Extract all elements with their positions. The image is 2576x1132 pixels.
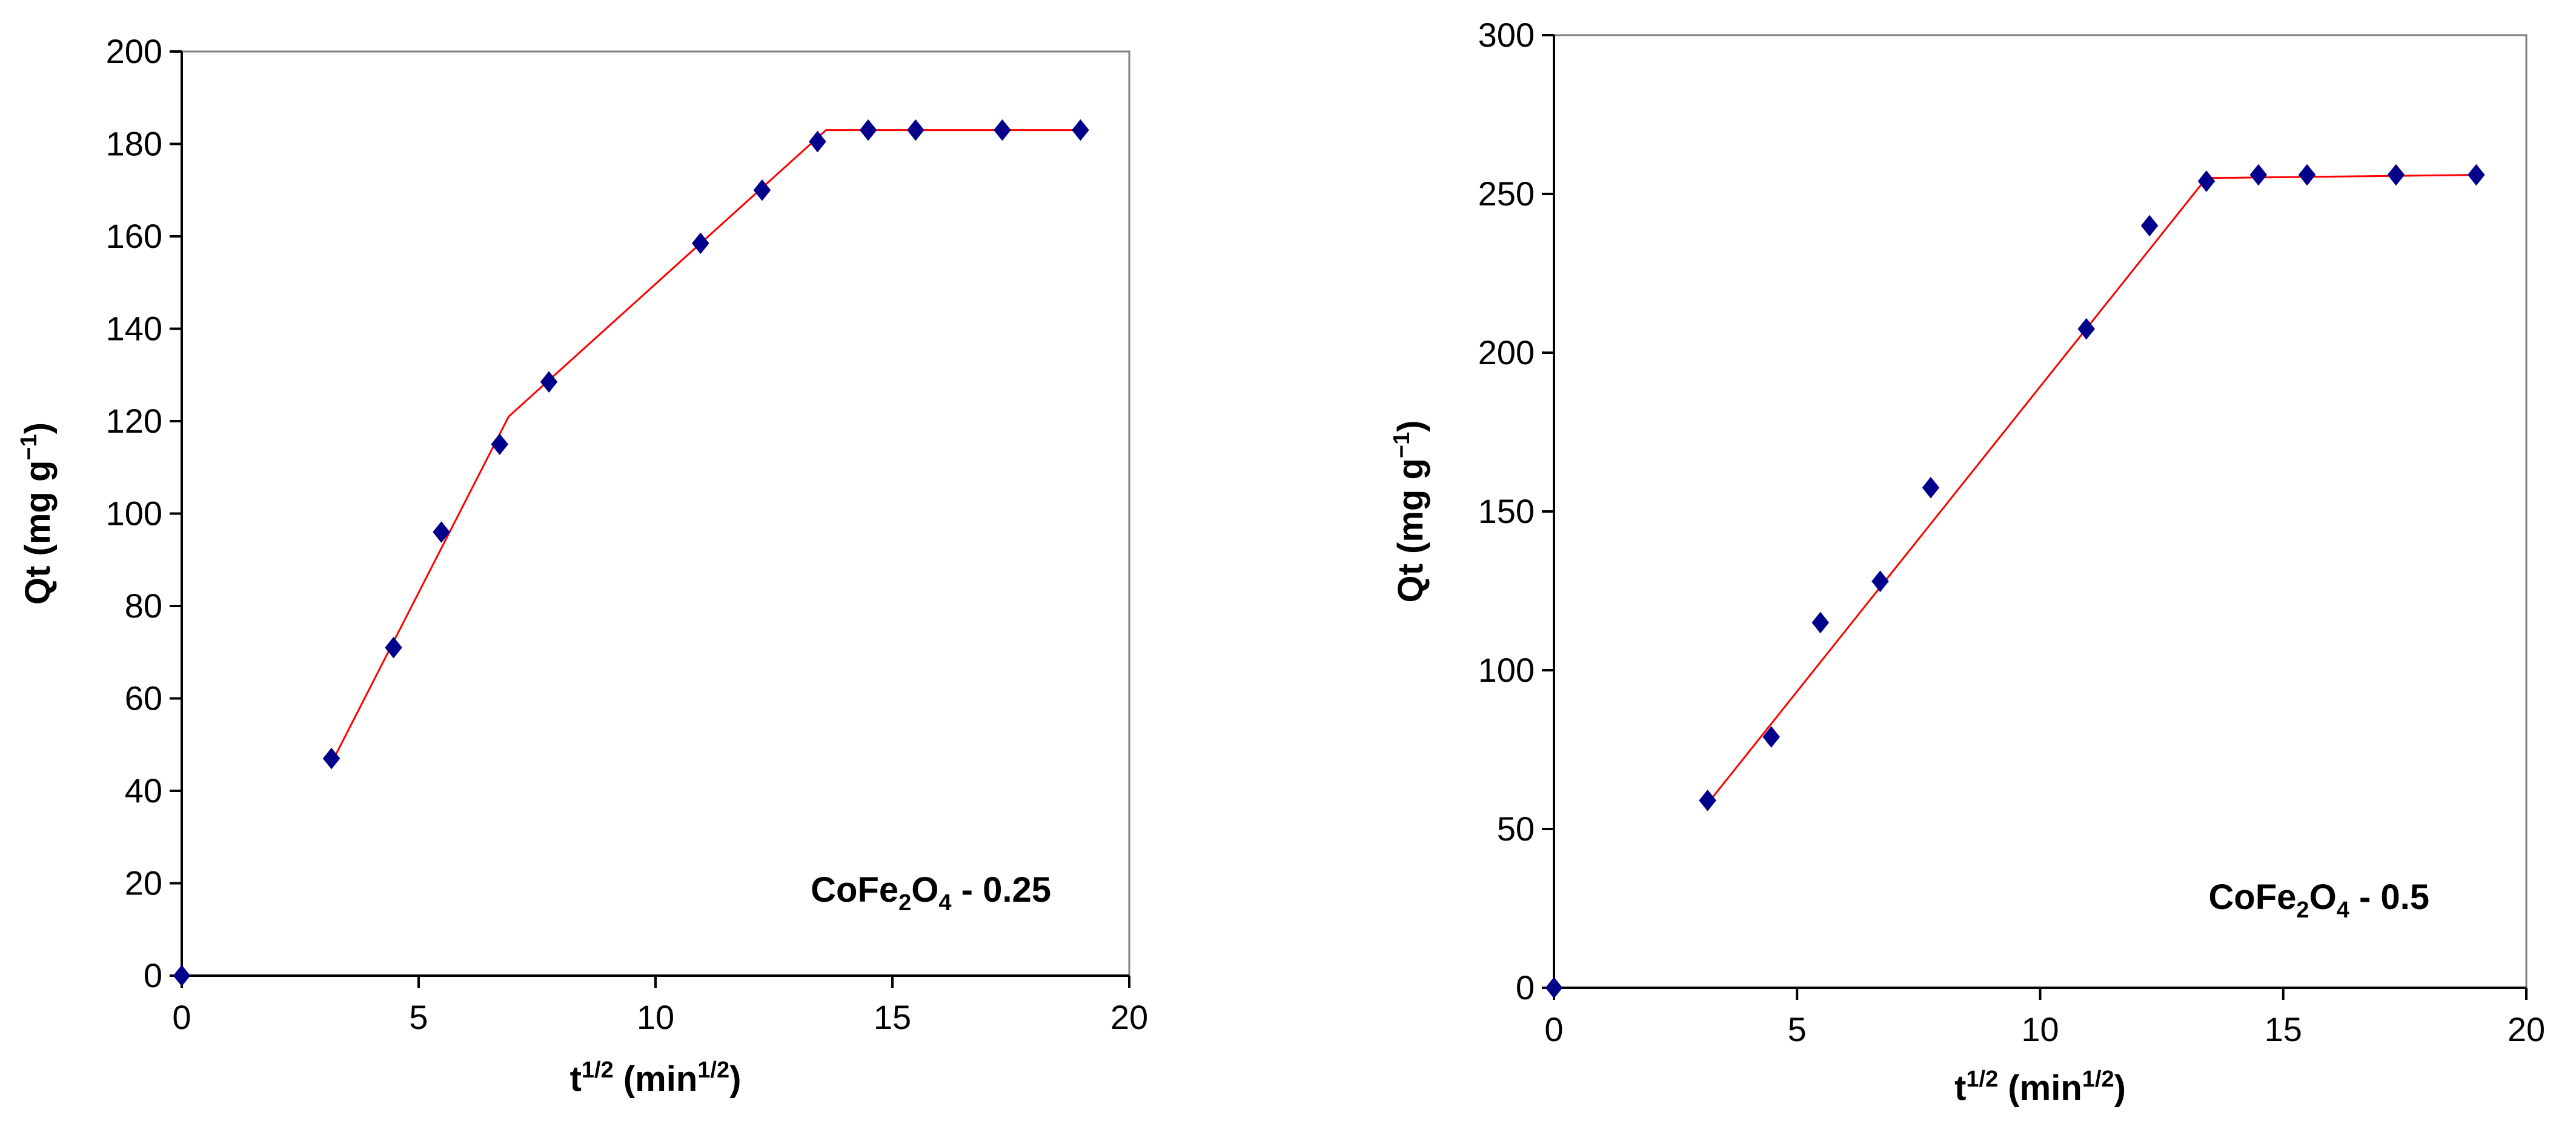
data-point <box>322 747 340 770</box>
y-tick-label: 100 <box>106 494 162 533</box>
data-point <box>907 119 925 141</box>
y-axis-title: Qt (mg g−1) <box>16 422 58 605</box>
data-point <box>173 965 191 987</box>
x-tick-label: 10 <box>637 998 674 1036</box>
data-point <box>1871 570 1889 593</box>
y-tick-label: 80 <box>125 587 162 625</box>
y-tick-label: 60 <box>125 679 162 717</box>
data-point <box>994 119 1011 141</box>
chart-2: 0 50 100 150 200 250 300 0 5 10 15 20 t1/2 (min1/2) Q… <box>1389 16 2545 1108</box>
data-point <box>385 636 402 659</box>
y-tick-label: 40 <box>125 771 162 810</box>
y-tick-label: 180 <box>106 125 162 163</box>
data-point <box>692 232 709 255</box>
sample-annotation: CoFe2O4 - 0.5 <box>2208 877 2429 923</box>
y-tick-label: 0 <box>1516 968 1535 1007</box>
data-point <box>491 433 508 455</box>
y-tick-label: 250 <box>1478 175 1535 213</box>
sample-annotation: CoFe2O4 - 0.25 <box>811 870 1051 916</box>
x-tick-label: 5 <box>409 998 428 1036</box>
y-tick-label: 200 <box>1478 333 1535 371</box>
data-point <box>433 521 450 543</box>
y-tick-label: 140 <box>106 310 162 348</box>
data-point <box>1545 977 1563 999</box>
data-point <box>1072 119 1089 141</box>
fit-line <box>330 129 1081 764</box>
plot-area <box>181 50 1130 977</box>
data-point <box>809 130 826 153</box>
y-tick-label: 120 <box>106 402 162 440</box>
y-tick-label: 200 <box>106 32 162 70</box>
data-point <box>2140 215 2159 237</box>
data-point <box>1699 790 1716 811</box>
x-axis-title: t1/2 (min1/2) <box>570 1057 742 1099</box>
x-tick-label: 5 <box>1788 1010 1807 1048</box>
y-tick-label: 100 <box>1478 651 1535 689</box>
x-tick-label: 20 <box>1110 998 1148 1036</box>
data-point <box>2387 164 2405 186</box>
data-point <box>2249 164 2268 186</box>
data-point <box>753 179 771 201</box>
y-tick-label: 0 <box>144 956 162 994</box>
chart-1: 0 20 40 60 80 100 120 140 160 180 200 0 5 10 15 20 t1/2 … <box>16 32 1148 1099</box>
data-point <box>1762 726 1780 748</box>
data-point <box>2468 164 2485 186</box>
x-tick-label: 0 <box>1544 1010 1563 1048</box>
data-point <box>540 371 558 393</box>
y-tick-label: 160 <box>106 217 162 255</box>
y-tick-label: 20 <box>125 864 162 902</box>
data-point <box>859 119 877 141</box>
data-point <box>2077 318 2095 340</box>
y-tick-label: 50 <box>1497 810 1535 848</box>
data-point <box>1811 611 1830 634</box>
x-tick-label: 15 <box>874 998 911 1036</box>
data-point <box>2298 164 2316 186</box>
x-tick-label: 15 <box>2265 1010 2302 1048</box>
y-axis-title: Qt (mg g−1) <box>1389 420 1430 602</box>
x-tick-label: 10 <box>2021 1010 2059 1048</box>
plot-area <box>1553 34 2528 989</box>
data-point <box>1922 476 1940 499</box>
x-axis-title: t1/2 (min1/2) <box>1954 1067 2126 1108</box>
x-tick-label: 0 <box>172 998 191 1036</box>
data-point <box>2197 170 2216 192</box>
y-tick-label: 300 <box>1478 16 1535 54</box>
x-tick-label: 20 <box>2508 1010 2545 1048</box>
y-tick-label: 150 <box>1478 492 1535 530</box>
